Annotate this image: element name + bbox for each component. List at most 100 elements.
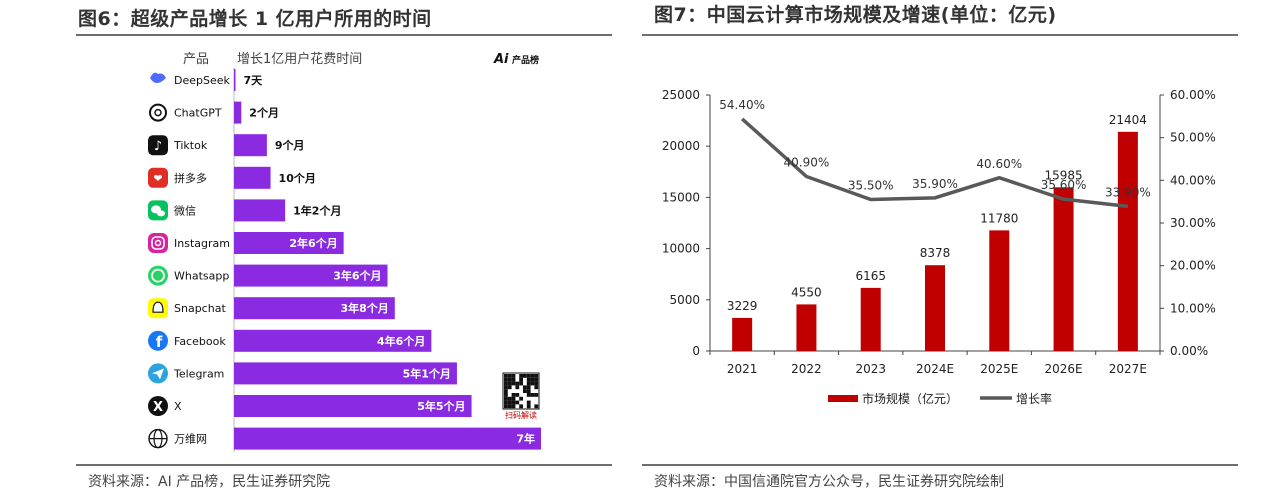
qr-module xyxy=(523,385,527,390)
line-value-label: 35.90% xyxy=(912,177,958,191)
product-label: Whatsapp xyxy=(174,270,229,283)
bar-value-label: 5年5个月 xyxy=(417,399,465,413)
line-value-label: 54.40% xyxy=(719,98,765,112)
qr-module xyxy=(526,381,531,386)
bar-value-label: 5年1个月 xyxy=(403,366,451,380)
qr-module xyxy=(511,396,516,401)
qr-module xyxy=(507,374,512,378)
qr-module xyxy=(519,377,523,382)
logo-ai-mark: Ai xyxy=(493,52,509,67)
bar xyxy=(234,134,267,157)
qr-module xyxy=(507,396,512,401)
qr-module xyxy=(523,389,527,393)
bar-value-label: 2个月 xyxy=(249,106,279,120)
bar-row: 万维网 7年 xyxy=(148,427,541,450)
qr-module xyxy=(515,381,520,386)
line-value-label: 35.60% xyxy=(1041,178,1087,192)
qr-caption: 扫码解读 xyxy=(505,410,537,420)
qr-module xyxy=(504,374,508,378)
qr-module xyxy=(504,400,508,405)
bar-value-label: 2年6个月 xyxy=(289,236,337,250)
right-bottom-rule xyxy=(642,464,1238,466)
qr-module xyxy=(526,393,531,397)
qr-module xyxy=(507,377,512,382)
qr-module xyxy=(504,381,508,386)
right-top-rule xyxy=(642,34,1238,36)
qr-module xyxy=(526,400,531,405)
qr-module xyxy=(534,377,539,382)
x-tick-label: 2022 xyxy=(791,362,822,376)
qr-module xyxy=(530,374,535,378)
bar-row: ♪ Tiktok 9个月 xyxy=(148,134,305,157)
qr-module xyxy=(511,404,516,409)
qr-module xyxy=(534,381,539,386)
bar-value-label: 4年6个月 xyxy=(377,334,425,348)
bar xyxy=(234,101,242,124)
bar xyxy=(234,395,472,417)
right-y-tick-label: 40.00% xyxy=(1170,173,1216,187)
qr-module xyxy=(526,404,531,409)
qr-module xyxy=(534,385,539,390)
qr-module xyxy=(504,385,508,390)
bar xyxy=(925,265,945,351)
qr-module xyxy=(515,400,520,405)
legend-line-label: 增长率 xyxy=(1016,391,1052,406)
qr-module xyxy=(519,381,523,386)
whatsapp-icon xyxy=(148,265,168,286)
right-figure-title: 图7：中国云计算市场规模及增速(单位：亿元) xyxy=(654,4,1057,26)
x-tick-label: 2025E xyxy=(980,362,1018,376)
product-label: 微信 xyxy=(174,203,196,217)
qr-module xyxy=(507,404,512,409)
bar xyxy=(234,329,432,352)
line-value-label: 40.90% xyxy=(784,155,830,169)
bar-row: ChatGPT 2个月 xyxy=(149,101,279,124)
instagram-frame xyxy=(151,236,165,250)
qr-module xyxy=(511,400,516,405)
x-tick-label: 2024E xyxy=(916,362,954,376)
chatgpt-icon xyxy=(149,103,167,122)
left-y-tick-label: 25000 xyxy=(662,88,700,102)
wechat-bubble-2 xyxy=(157,210,165,217)
deepseek-whale-icon xyxy=(150,72,166,83)
qr-module xyxy=(504,377,508,382)
bar-value-label: 3年6个月 xyxy=(333,269,381,283)
tiktok-note: ♪ xyxy=(154,139,162,154)
qr-module xyxy=(534,374,539,378)
bar xyxy=(234,264,388,287)
bar-value-label: 1年2个月 xyxy=(293,203,341,217)
pinduoduo-heart: ❤ xyxy=(153,172,162,185)
bar-value-label: 3229 xyxy=(727,299,758,313)
qr-module xyxy=(515,385,520,390)
left-y-tick-label: 0 xyxy=(692,344,700,358)
qr-module xyxy=(511,374,516,378)
qr-module xyxy=(530,381,535,386)
left-bar-chart: 产品 增长1亿用户花费时间 Ai 产品榜 DeepSeek 7天 ChatGPT 2个月 ♪ Ti… xyxy=(148,51,541,452)
product-label: Tiktok xyxy=(173,139,208,152)
facebook-icon xyxy=(148,330,168,351)
ai-chanpinbang-logo: Ai 产品榜 xyxy=(493,52,539,67)
right-y-tick-label: 10.00% xyxy=(1170,301,1216,315)
bar xyxy=(234,166,271,189)
column-header-time: 增长1亿用户花费时间 xyxy=(237,51,362,67)
qr-module xyxy=(534,393,539,397)
left-y-tick-label: 15000 xyxy=(662,190,700,204)
qr-module xyxy=(526,385,531,390)
logo-label: 产品榜 xyxy=(512,54,539,66)
bar-row: X X 5年5个月 xyxy=(148,395,472,417)
qr-module xyxy=(504,396,508,401)
left-y-tick-label: 10000 xyxy=(662,242,700,256)
qr-module xyxy=(504,393,508,397)
qr-module xyxy=(534,404,539,409)
bar xyxy=(234,232,344,254)
qr-module xyxy=(504,389,508,393)
left-source-note: 资料来源：AI 产品榜，民生证券研究院 xyxy=(88,474,331,490)
qr-module xyxy=(507,385,512,390)
line-value-label: 33.90% xyxy=(1105,185,1151,199)
instagram-lens xyxy=(154,239,162,247)
product-label: Facebook xyxy=(174,335,226,348)
product-label: ChatGPT xyxy=(174,107,222,120)
bar-row: 微信 1年2个月 xyxy=(148,199,341,222)
qr-module xyxy=(523,374,527,378)
left-bottom-rule xyxy=(76,464,612,466)
product-label: 拼多多 xyxy=(174,171,207,185)
